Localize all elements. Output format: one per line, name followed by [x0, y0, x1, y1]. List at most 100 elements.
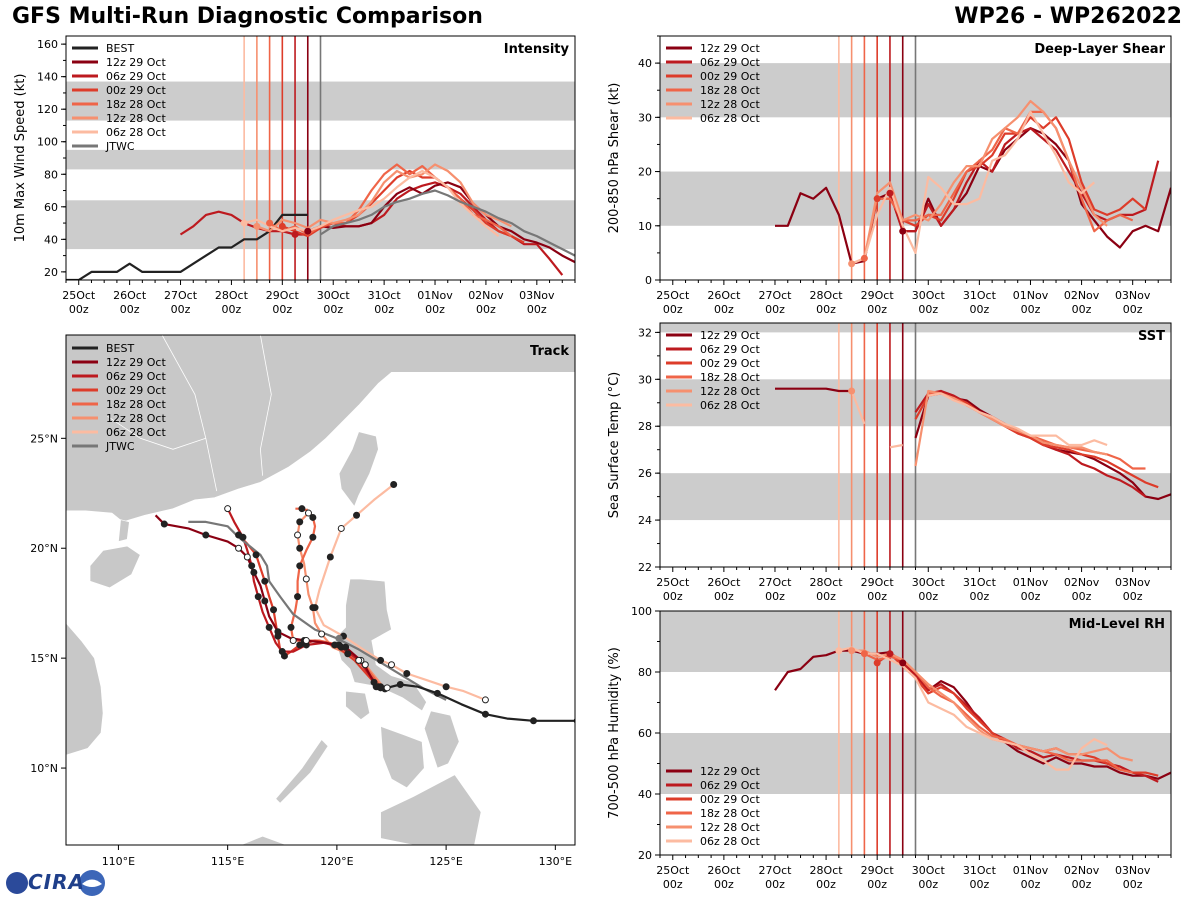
x-tick-sublabel: 00z: [969, 590, 989, 603]
track-point-jtwc: [335, 634, 343, 642]
x-tick-label: 28Oct: [810, 576, 844, 589]
track-point-00z-29-oct: [261, 577, 269, 585]
x-tick-label: 25Oct: [656, 289, 690, 302]
land-china-coast: [66, 335, 575, 523]
x-tick-sublabel: 00z: [714, 303, 734, 316]
legend-label-06z-28-oct: 06z 28 Oct: [700, 835, 760, 848]
y-tick-label: 30: [638, 111, 652, 124]
init-marker-12z-29-oct: [899, 659, 907, 667]
track-point-12z-29-oct: [160, 520, 168, 528]
x-tick-sublabel: 00z: [1123, 590, 1143, 603]
legend-label-best: BEST: [106, 42, 134, 55]
track-point-best: [529, 717, 537, 725]
track-point-06z-29-oct: [254, 593, 262, 601]
y-tick-label: 100: [631, 605, 652, 618]
y-tick-label: 60: [44, 201, 58, 214]
x-tick-label: 25Oct: [62, 289, 96, 302]
legend-label-18z-28-oct: 18z 28 Oct: [106, 98, 166, 111]
x-tick-sublabel: 00z: [69, 303, 89, 316]
y-axis-label: 10m Max Wind Speed (kt): [13, 74, 28, 243]
init-marker-06z-29-oct: [886, 189, 894, 197]
x-tick-label: 30Oct: [912, 289, 946, 302]
track-point-06z-29-oct: [224, 505, 232, 513]
lon-tick-label: 130°E: [539, 855, 572, 868]
province-border: [161, 335, 218, 492]
panel-title: Deep-Layer Shear: [1034, 42, 1165, 57]
series-best: [66, 213, 308, 280]
x-tick-label: 01Nov: [1013, 576, 1049, 589]
x-tick-sublabel: 00z: [323, 303, 343, 316]
y-tick-label: 20: [44, 266, 58, 279]
panel-title: Mid-Level RH: [1069, 617, 1165, 632]
track-point-18z-28-oct: [294, 593, 302, 601]
land-palawan: [275, 738, 329, 804]
track-point-06z-28-oct: [377, 656, 385, 664]
legend-label-12z-28-oct: 12z 28 Oct: [106, 412, 166, 425]
legend-label-06z-28-oct: 06z 28 Oct: [106, 126, 166, 139]
legend-label-jtwc: JTWC: [105, 140, 135, 153]
lat-tick-label: 10°N: [30, 762, 58, 775]
x-tick-label: 29Oct: [861, 864, 895, 877]
legend-label-18z-28-oct: 18z 28 Oct: [700, 84, 760, 97]
panel-shear: 01020304025Oct00z26Oct00z27Oct00z28Oct00…: [607, 35, 1172, 316]
track-point-00z-29-oct: [296, 641, 304, 649]
series-12z-29-oct: [775, 387, 852, 393]
x-tick-label: 01Nov: [417, 289, 453, 302]
page-title: GFS Multi-Run Diagnostic Comparison: [12, 4, 483, 29]
x-tick-label: 31Oct: [963, 289, 997, 302]
track-point-06z-28-oct: [390, 480, 398, 488]
init-marker-18z-28-oct: [860, 254, 868, 262]
legend-label-00z-29-oct: 00z 29 Oct: [106, 384, 166, 397]
map-area: [66, 335, 575, 845]
x-tick-label: 27Oct: [758, 864, 792, 877]
y-tick-label: 120: [37, 103, 58, 116]
panel-intensity: 2040608010012014016025Oct00z26Oct00z27Oc…: [13, 35, 576, 316]
x-tick-sublabel: 00z: [1123, 878, 1143, 891]
track-point-06z-28-oct: [403, 670, 411, 678]
track-point-12z-28-oct: [296, 518, 304, 526]
marker-12z-28-oct: [848, 387, 856, 395]
legend-label-00z-29-oct: 00z 29 Oct: [700, 793, 760, 806]
init-marker-12z-29-oct: [304, 227, 312, 235]
track-point-06z-29-oct: [278, 648, 286, 656]
x-tick-sublabel: 00z: [120, 303, 140, 316]
legend-label-18z-28-oct: 18z 28 Oct: [700, 371, 760, 384]
x-tick-label: 30Oct: [912, 864, 946, 877]
track-point-12z-29-oct: [302, 637, 310, 645]
series-06z-28-oct: [928, 392, 1108, 447]
legend-label-06z-29-oct: 06z 29 Oct: [700, 56, 760, 69]
lon-tick-label: 115°E: [211, 855, 244, 868]
x-tick-sublabel: 00z: [1021, 878, 1041, 891]
plot-area: [660, 323, 1171, 567]
plot-area: [660, 611, 1171, 855]
x-tick-sublabel: 00z: [1123, 303, 1143, 316]
series-12z-28-oct: [851, 99, 1108, 265]
x-tick-sublabel: 00z: [918, 303, 938, 316]
legend-label-06z-29-oct: 06z 29 Oct: [700, 343, 760, 356]
x-tick-label: 28Oct: [810, 864, 844, 877]
x-tick-label: 25Oct: [656, 576, 690, 589]
y-tick-label: 80: [638, 666, 652, 679]
x-tick-sublabel: 00z: [867, 303, 887, 316]
y-tick-label: 20: [638, 849, 652, 862]
x-tick-label: 03Nov: [519, 289, 555, 302]
x-tick-label: 29Oct: [861, 576, 895, 589]
x-tick-label: 29Oct: [861, 289, 895, 302]
y-tick-label: 30: [638, 373, 652, 386]
x-tick-sublabel: 00z: [867, 878, 887, 891]
series-06z-28-oct: [850, 390, 866, 425]
x-tick-sublabel: 00z: [714, 590, 734, 603]
legend-label-12z-28-oct: 12z 28 Oct: [700, 98, 760, 111]
legend-label-06z-29-oct: 06z 29 Oct: [700, 779, 760, 792]
x-tick-sublabel: 00z: [222, 303, 242, 316]
x-tick-label: 27Oct: [164, 289, 198, 302]
x-tick-sublabel: 00z: [918, 590, 938, 603]
x-tick-label: 03Nov: [1115, 864, 1151, 877]
init-marker-18z-28-oct: [860, 650, 868, 658]
track-point-06z-29-oct: [355, 656, 363, 664]
plot-area: [660, 36, 1171, 280]
track-point-12z-28-oct: [304, 509, 312, 517]
x-tick-sublabel: 00z: [476, 303, 496, 316]
